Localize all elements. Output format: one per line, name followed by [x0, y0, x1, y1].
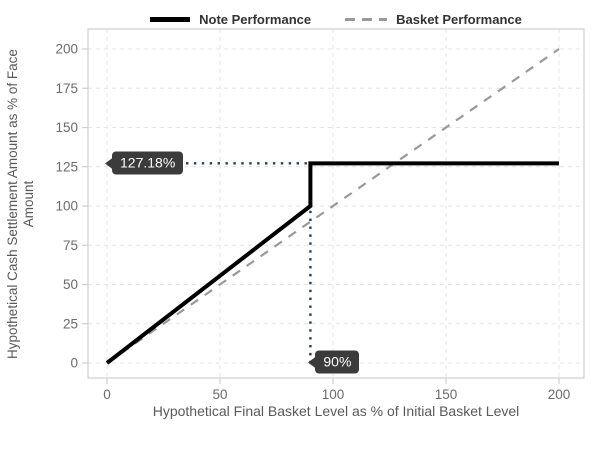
y-tick-label: 100: [55, 199, 78, 214]
y-tick-label: 50: [63, 277, 78, 292]
x-tick-label: 200: [548, 387, 571, 402]
y-tick-label: 0: [70, 356, 78, 371]
x-tick-label: 150: [435, 387, 458, 402]
y-tick-label: 75: [63, 238, 78, 253]
legend-label-note: Note Performance: [199, 11, 312, 27]
series-line-basket-performance: [106, 48, 560, 364]
legend-label-basket: Basket Performance: [396, 11, 522, 27]
y-tick-label: 175: [55, 81, 78, 96]
basket-line-swatch-icon: [345, 17, 388, 21]
legend-item-basket: Basket Performance: [345, 12, 522, 27]
x-tick-label: 0: [103, 387, 111, 402]
x-axis-title: Hypothetical Final Basket Level as % of …: [152, 403, 520, 419]
panel-border: [87, 28, 585, 379]
y-axis-title: Hypothetical Cash Settlement Amount as %…: [5, 49, 36, 359]
x-tick-label: 100: [322, 387, 345, 402]
y-tick-label: 25: [63, 316, 78, 331]
legend: Note Performance Basket Performance: [88, 8, 584, 30]
series-line-note-performance: [105, 161, 559, 365]
legend-item-note: Note Performance: [150, 12, 311, 27]
y-tick-label: 200: [55, 42, 78, 57]
y-tick-label: 150: [55, 120, 78, 135]
buffer-value-callout: 90%: [315, 350, 360, 374]
x-tick-label: 50: [212, 387, 227, 402]
cap-value-callout: 127.18%: [112, 151, 184, 175]
note-line-swatch-icon: [150, 16, 191, 22]
y-tick-label: 125: [55, 159, 78, 174]
